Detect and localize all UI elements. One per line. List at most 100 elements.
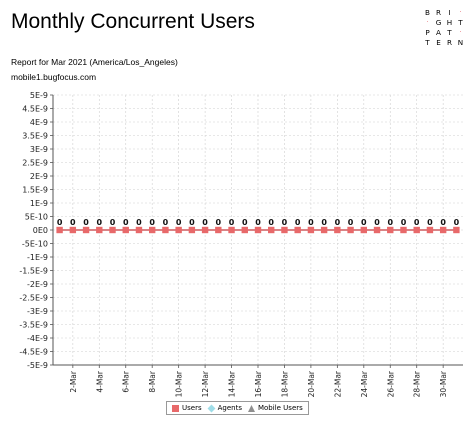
data-point-users — [307, 226, 315, 234]
report-period: Report for Mar 2021 (America/Los_Angeles… — [11, 57, 178, 67]
data-point-users — [281, 226, 288, 234]
data-label: 0 — [295, 218, 301, 227]
logo-letter: R — [436, 8, 441, 17]
data-point-users — [360, 226, 368, 234]
logo-letter: P — [425, 28, 430, 37]
legend-item-mobile-users: Mobile Users — [247, 404, 303, 412]
data-point-users — [215, 226, 222, 234]
data-point-users — [347, 226, 354, 234]
x-tick-label: 22-Mar — [333, 370, 342, 397]
diamond-marker-icon — [207, 404, 216, 412]
data-point-users — [162, 226, 169, 234]
logo-letter: T — [458, 18, 463, 27]
y-tick-label: 1.5E-9 — [22, 186, 48, 195]
data-label: 0 — [242, 218, 248, 227]
data-point-users — [148, 226, 156, 234]
logo-dot: · — [459, 9, 462, 16]
data-point-users — [135, 226, 143, 234]
logo-letter: H — [446, 18, 453, 27]
data-label: 0 — [374, 218, 380, 227]
data-label: 0 — [440, 218, 446, 227]
data-label: 0 — [176, 218, 182, 227]
data-point-users — [122, 226, 129, 234]
logo-letter: R — [447, 38, 452, 47]
data-label: 0 — [123, 218, 129, 227]
y-tick-label: 0E0 — [33, 226, 48, 235]
data-label: 0 — [401, 218, 407, 227]
data-label: 0 — [163, 218, 169, 227]
data-label: 0 — [361, 218, 367, 227]
logo-row: T E R N — [422, 38, 466, 48]
data-point-users — [56, 226, 63, 234]
data-point-users — [413, 226, 420, 234]
logo-letter: T — [447, 28, 452, 37]
x-tick-label: 18-Mar — [280, 370, 289, 397]
square-marker-icon — [172, 404, 179, 412]
report-host: mobile1.bugfocus.com — [11, 72, 97, 82]
x-tick-label: 14-Mar — [228, 370, 237, 397]
y-tick-label: 2.5E-9 — [22, 159, 48, 168]
data-label: 0 — [454, 218, 460, 227]
data-point-users — [400, 226, 407, 234]
data-label: 0 — [335, 218, 341, 227]
logo-letter: E — [436, 38, 441, 47]
data-label: 0 — [308, 218, 314, 227]
x-tick-label: 24-Mar — [360, 370, 369, 397]
data-label: 0 — [70, 218, 76, 227]
logo-row: B R I · — [422, 8, 466, 18]
y-tick-label: -2.5E-9 — [19, 294, 48, 303]
logo-letter: B — [425, 8, 430, 17]
x-tick-label: 10-Mar — [175, 370, 184, 397]
y-tick-label: 3.5E-9 — [22, 132, 48, 141]
data-label: 0 — [321, 218, 327, 227]
y-tick-label: -5E-10 — [22, 240, 48, 249]
data-point-users — [268, 226, 275, 234]
x-tick-label: 12-Mar — [201, 370, 210, 397]
y-tick-label: -3E-9 — [27, 307, 48, 316]
logo-letter: T — [425, 38, 430, 47]
data-point-users — [387, 226, 394, 234]
legend-label: Agents — [217, 404, 242, 412]
data-point-users — [188, 226, 196, 234]
y-tick-label: 1E-9 — [30, 199, 48, 208]
y-tick-label: 3E-9 — [30, 145, 48, 154]
data-point-users — [373, 226, 381, 234]
data-point-users — [175, 226, 182, 234]
data-point-users — [426, 226, 434, 234]
data-label: 0 — [202, 218, 208, 227]
data-point-users — [320, 226, 328, 234]
x-tick-label: 6-Mar — [122, 370, 131, 393]
y-tick-label: 4.5E-9 — [22, 105, 48, 114]
data-label: 0 — [255, 218, 261, 227]
y-tick-label: 5E-10 — [25, 213, 48, 222]
y-tick-label: -4.5E-9 — [19, 348, 48, 357]
data-point-users — [96, 226, 103, 234]
data-label: 0 — [414, 218, 420, 227]
logo-letter: G — [435, 18, 442, 27]
y-tick-label: -5E-9 — [27, 361, 48, 370]
data-label: 0 — [387, 218, 393, 227]
x-tick-label: 16-Mar — [254, 370, 263, 397]
brightpattern-logo: B R I · · G H T P A T · T E R N — [422, 8, 466, 48]
x-tick-label: 30-Mar — [439, 370, 448, 397]
data-label: 0 — [149, 218, 155, 227]
data-label: 0 — [57, 218, 63, 227]
legend-label: Mobile Users — [257, 404, 303, 412]
x-tick-label: 26-Mar — [386, 370, 395, 397]
data-label: 0 — [189, 218, 195, 227]
x-tick-label: 4-Mar — [95, 370, 104, 393]
data-label: 0 — [97, 218, 103, 227]
y-tick-label: -1.5E-9 — [19, 267, 48, 276]
logo-dot: · — [426, 19, 429, 26]
data-label: 0 — [110, 218, 116, 227]
chart-legend: Users Agents Mobile Users — [166, 401, 309, 415]
y-tick-label: -3.5E-9 — [19, 321, 48, 330]
data-point-users — [453, 226, 460, 234]
logo-letter: I — [448, 8, 451, 17]
data-point-users — [228, 226, 235, 234]
data-point-users — [241, 226, 248, 234]
logo-dot: · — [459, 29, 462, 36]
data-point-users — [254, 226, 262, 234]
y-tick-label: -2E-9 — [27, 280, 48, 289]
data-point-users — [439, 226, 447, 234]
